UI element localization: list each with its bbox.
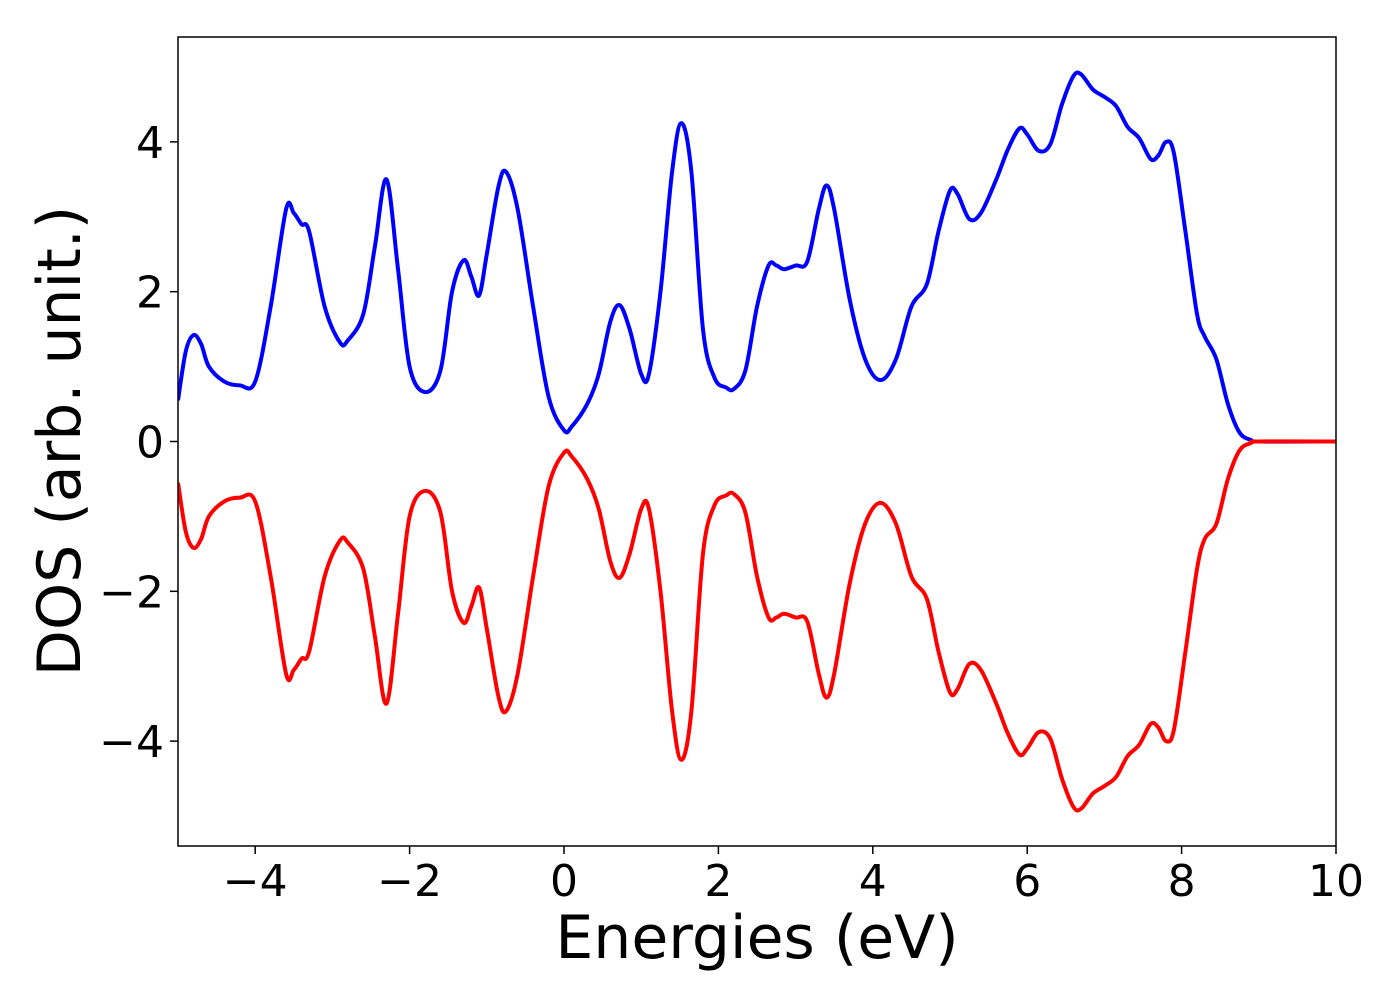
y-tick-label: 4 [136,118,164,169]
x-tick-label: −4 [223,856,288,907]
y-tick-label: −4 [99,717,164,768]
x-tick-label: 6 [1013,856,1041,907]
plot-frame [177,36,1337,847]
y-tick-label: −2 [99,567,164,618]
x-tick-label: −2 [377,856,442,907]
x-tick-label: 8 [1168,856,1196,907]
y-tick-label: 0 [136,418,164,469]
x-tick-label: 4 [859,856,887,907]
x-tick-label: 10 [1308,856,1364,907]
dos-line [178,70,1336,444]
y-tick-label: 2 [136,268,164,319]
x-tick-label: 2 [704,856,732,907]
y-axis-label: DOS (arb. unit.) [25,206,95,676]
dos-line [178,439,1336,813]
x-axis-label: Energies (eV) [555,903,958,973]
x-tick-label: 0 [550,856,578,907]
